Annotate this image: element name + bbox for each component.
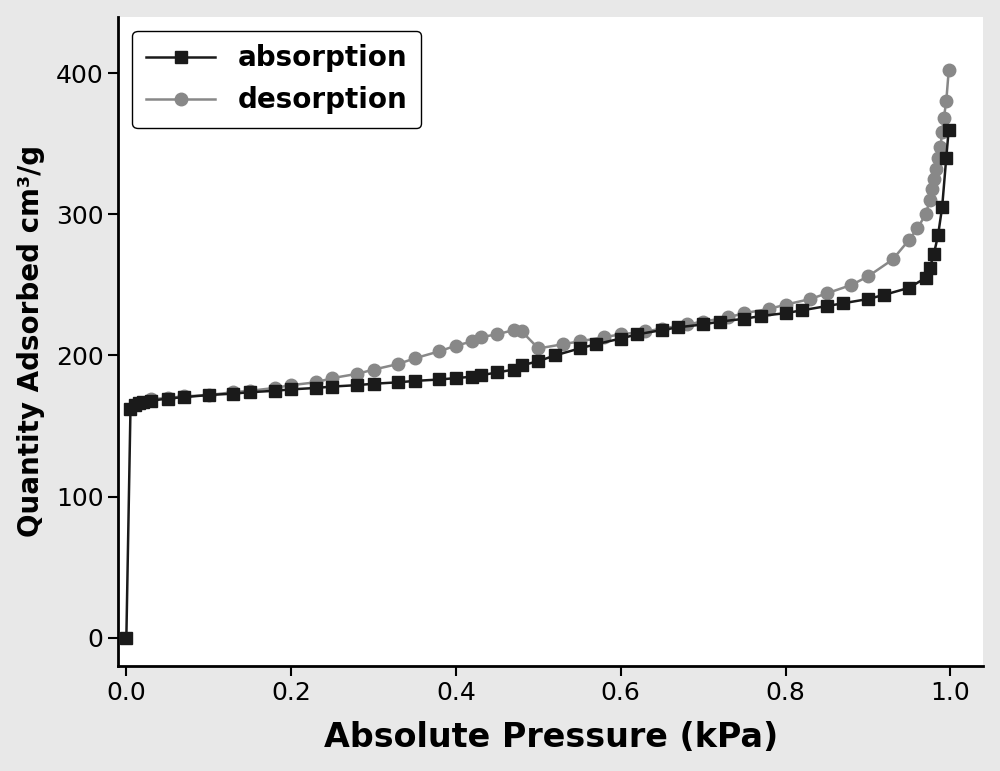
absorption xyxy=(508,365,520,374)
desorption xyxy=(227,388,239,397)
X-axis label: Absolute Pressure (kPa): Absolute Pressure (kPa) xyxy=(324,722,778,754)
desorption xyxy=(780,300,792,309)
absorption xyxy=(409,376,421,386)
desorption xyxy=(516,327,528,336)
desorption xyxy=(145,395,157,404)
absorption xyxy=(631,330,643,339)
absorption xyxy=(928,249,940,258)
Legend: absorption, desorption: absorption, desorption xyxy=(132,31,421,128)
desorption xyxy=(656,324,668,333)
desorption xyxy=(491,330,503,339)
Y-axis label: Quantity Adsorbed cm³/g: Quantity Adsorbed cm³/g xyxy=(17,145,45,537)
Line: desorption: desorption xyxy=(145,64,955,406)
Line: absorption: absorption xyxy=(121,124,954,644)
absorption xyxy=(672,322,684,332)
absorption xyxy=(943,125,955,134)
absorption xyxy=(120,633,132,642)
absorption xyxy=(137,398,149,407)
desorption xyxy=(934,142,946,151)
desorption xyxy=(943,66,955,75)
